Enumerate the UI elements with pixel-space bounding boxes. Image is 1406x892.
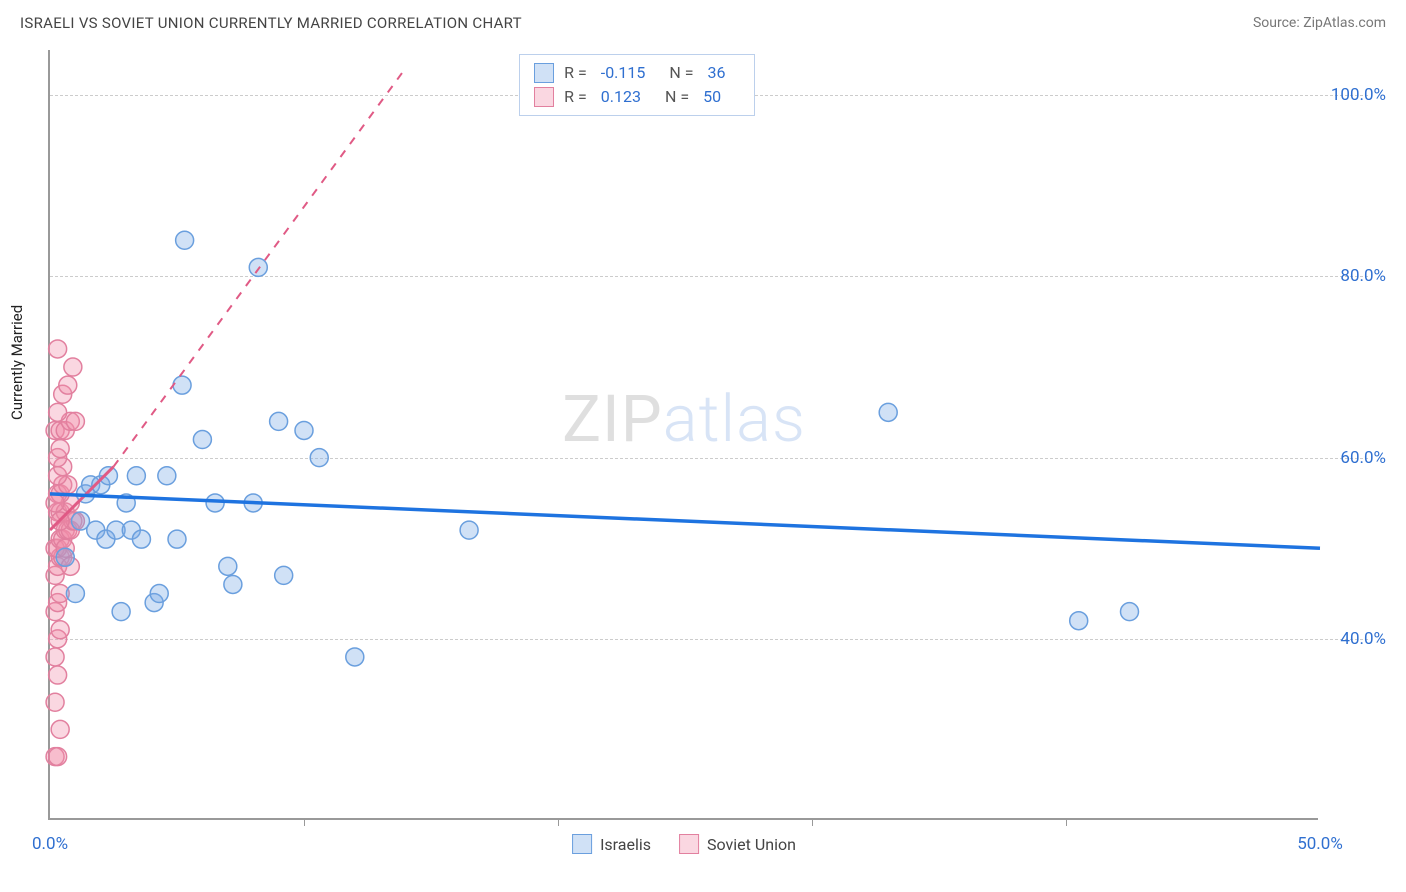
data-point — [1121, 603, 1139, 621]
data-point — [879, 403, 897, 421]
data-point — [176, 231, 194, 249]
legend-item: Soviet Union — [679, 834, 796, 854]
data-point — [66, 412, 84, 430]
chart-title: ISRAELI VS SOVIET UNION CURRENTLY MARRIE… — [20, 14, 522, 32]
data-point — [51, 621, 69, 639]
legend-swatch — [534, 87, 554, 107]
data-point — [127, 467, 145, 485]
legend-series: Israelis Soviet Union — [572, 834, 796, 854]
data-point — [249, 258, 267, 276]
data-point — [310, 449, 328, 467]
chart-svg — [50, 50, 1318, 818]
legend-swatch — [679, 834, 699, 854]
legend-stat-row: R = 0.123 N = 50 — [534, 85, 739, 109]
source-label: Source: ZipAtlas.com — [1253, 15, 1386, 31]
data-point — [168, 530, 186, 548]
data-point — [49, 666, 67, 684]
data-point — [49, 748, 67, 766]
y-tick-label: 40.0% — [1340, 629, 1386, 649]
data-point — [1070, 612, 1088, 630]
n-label: N = — [665, 87, 689, 106]
r-label: R = — [564, 63, 587, 82]
r-value: -0.115 — [601, 63, 646, 82]
data-point — [46, 693, 64, 711]
legend-stat-row: R = -0.115 N = 36 — [534, 61, 739, 85]
data-point — [224, 575, 242, 593]
data-point — [46, 494, 64, 512]
data-point — [51, 440, 69, 458]
y-axis-label: Currently Married — [8, 305, 26, 420]
data-point — [275, 566, 293, 584]
n-value: 36 — [708, 63, 726, 82]
legend-stats: R = -0.115 N = 36 R = 0.123 N = 50 — [519, 54, 754, 116]
data-point — [51, 720, 69, 738]
data-point — [219, 557, 237, 575]
legend-label: Israelis — [600, 835, 651, 854]
data-point — [112, 603, 130, 621]
data-point — [150, 585, 168, 603]
trend-line — [114, 68, 406, 467]
data-point — [270, 412, 288, 430]
data-point — [49, 403, 67, 421]
x-tick-label: 0.0% — [32, 834, 68, 854]
data-point — [158, 467, 176, 485]
data-point — [346, 648, 364, 666]
trend-line — [50, 494, 1320, 548]
data-point — [193, 431, 211, 449]
r-value: 0.123 — [601, 87, 641, 106]
x-tick-label: 50.0% — [1297, 834, 1343, 854]
legend-swatch — [534, 63, 554, 83]
legend-label: Soviet Union — [707, 835, 796, 854]
x-tick — [304, 818, 305, 826]
y-tick-label: 80.0% — [1340, 266, 1386, 286]
data-point — [66, 585, 84, 603]
x-tick — [812, 818, 813, 826]
n-label: N = — [669, 63, 693, 82]
data-point — [64, 358, 82, 376]
y-tick-label: 100.0% — [1331, 85, 1386, 105]
data-point — [99, 467, 117, 485]
y-tick-label: 60.0% — [1340, 448, 1386, 468]
data-point — [173, 376, 191, 394]
x-tick — [558, 818, 559, 826]
data-point — [460, 521, 478, 539]
data-point — [49, 340, 67, 358]
legend-item: Israelis — [572, 834, 651, 854]
x-tick — [1066, 818, 1067, 826]
data-point — [59, 376, 77, 394]
data-point — [56, 548, 74, 566]
data-point — [132, 530, 150, 548]
legend-swatch — [572, 834, 592, 854]
data-point — [295, 421, 313, 439]
plot-area: ZIPatlas 40.0%60.0%80.0%100.0%0.0%50.0% … — [48, 50, 1318, 820]
n-value: 50 — [703, 87, 721, 106]
r-label: R = — [564, 87, 587, 106]
data-point — [46, 648, 64, 666]
